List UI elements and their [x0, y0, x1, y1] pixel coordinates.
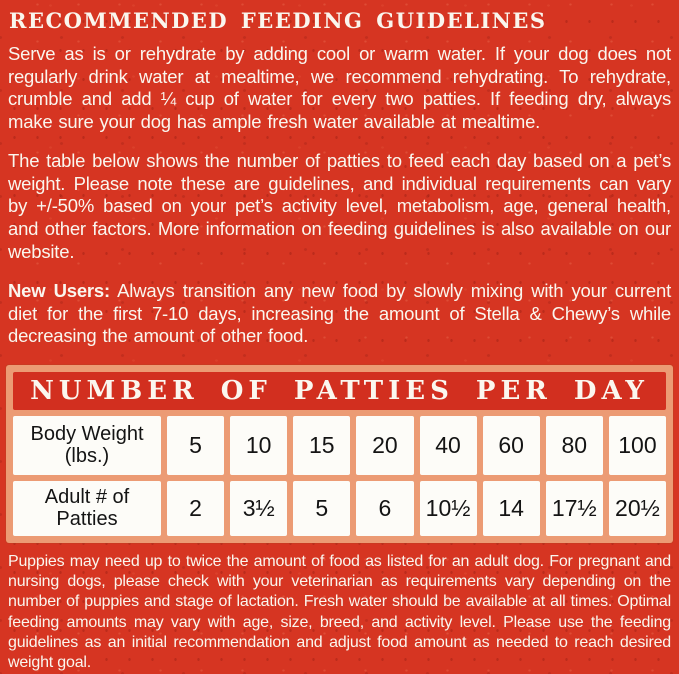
patties-cell: 10½	[419, 480, 477, 536]
weight-cell: 60	[482, 415, 540, 475]
patties-cell: 6	[356, 480, 414, 536]
new-users-paragraph: New Users: Always transition any new foo…	[8, 280, 671, 348]
adult-patties-label-line2: Patties	[56, 508, 118, 531]
intro-paragraph: Serve as is or rehydrate by adding cool …	[8, 43, 671, 132]
new-users-label: New Users:	[8, 280, 110, 302]
puppies-footnote-paragraph: Puppies may need up to twice the amount …	[8, 552, 671, 672]
weight-cell: 20	[356, 415, 414, 475]
adult-patties-row: Adult # of Patties 2 3½ 5 6 10½ 14 17½ 2…	[13, 480, 666, 536]
patties-cell: 2	[167, 480, 225, 536]
feeding-table-title: NUMBER OF PATTIES PER DAY	[13, 371, 666, 410]
body-weight-label-line2: (lbs.)	[64, 445, 110, 468]
adult-patties-row-header: Adult # of Patties	[13, 480, 161, 536]
body-weight-label-line1: Body Weight	[30, 422, 144, 445]
feeding-table: NUMBER OF PATTIES PER DAY Body Weight (l…	[6, 364, 673, 543]
body-weight-row: Body Weight (lbs.) 5 10 15 20 40 60 80 1…	[13, 415, 666, 475]
weight-cell: 100	[608, 415, 666, 475]
patties-cell: 14	[482, 480, 540, 536]
patties-cell: 3½	[230, 480, 288, 536]
patties-cell: 17½	[545, 480, 603, 536]
weight-cell: 15	[293, 415, 351, 475]
weight-cell: 5	[167, 415, 225, 475]
page-title: RECOMMENDED FEEDING GUIDELINES	[9, 8, 547, 33]
weight-cell: 40	[419, 415, 477, 475]
weight-cell: 10	[230, 415, 288, 475]
table-note-paragraph: The table below shows the number of patt…	[8, 150, 671, 262]
weight-cell: 80	[545, 415, 603, 475]
adult-patties-label-line1: Adult # of	[44, 485, 130, 508]
patties-cell: 20½	[608, 480, 666, 536]
patties-cell: 5	[293, 480, 351, 536]
new-users-text: Always transition any new food by slowly…	[8, 280, 672, 347]
body-weight-row-header: Body Weight (lbs.)	[13, 415, 161, 475]
